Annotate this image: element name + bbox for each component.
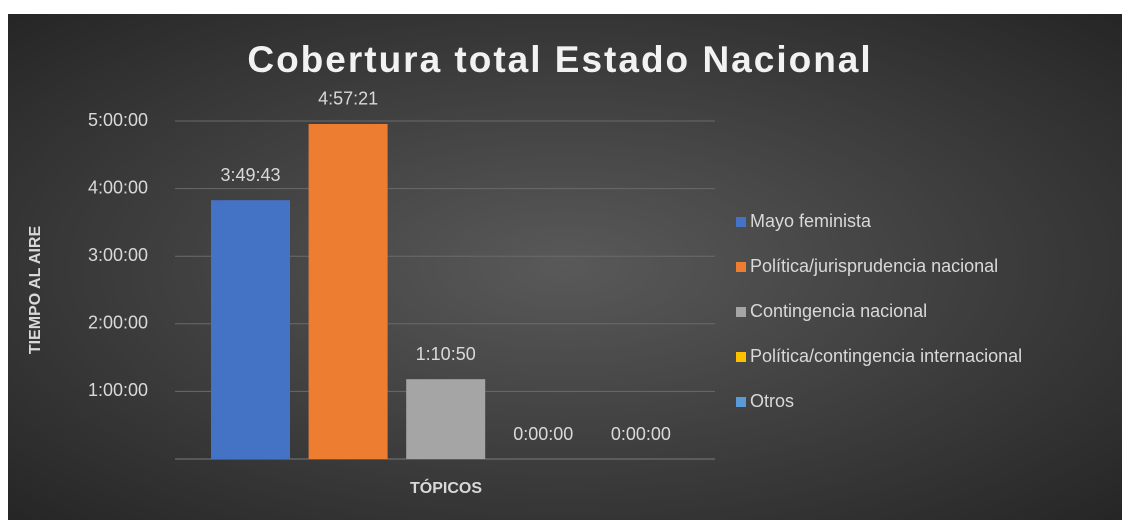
- data-label: 0:00:00: [611, 424, 671, 444]
- x-axis-title: TÓPICOS: [410, 478, 482, 497]
- y-tick-label: 5:00:00: [88, 110, 148, 130]
- y-tick-label: 4:00:00: [88, 177, 148, 197]
- data-label: 0:00:00: [513, 424, 573, 444]
- legend-label: Política/jurisprudencia nacional: [750, 256, 998, 276]
- bar: [308, 123, 388, 460]
- legend-swatch: [736, 352, 746, 362]
- bar: [211, 200, 290, 459]
- data-label: 3:49:43: [220, 165, 280, 185]
- legend-swatch: [736, 262, 746, 272]
- y-axis-title: TIEMPO AL AIRE: [27, 226, 44, 355]
- legend-label: Otros: [750, 391, 794, 411]
- y-tick-label: 2:00:00: [88, 313, 148, 333]
- legend-label: Contingencia nacional: [750, 301, 927, 321]
- legend-label: Mayo feminista: [750, 211, 872, 231]
- data-label: 4:57:21: [318, 89, 378, 109]
- y-tick-label: 1:00:00: [88, 380, 148, 400]
- y-tick-label: 3:00:00: [88, 245, 148, 265]
- legend-swatch: [736, 307, 746, 317]
- chart-title: Cobertura total Estado Nacional: [247, 39, 872, 80]
- legend-swatch: [736, 217, 746, 227]
- chart-background: [8, 14, 1122, 520]
- legend-swatch: [736, 397, 746, 407]
- bar: [406, 379, 486, 459]
- legend-label: Política/contingencia internacional: [750, 346, 1022, 366]
- data-label: 1:10:50: [416, 344, 476, 364]
